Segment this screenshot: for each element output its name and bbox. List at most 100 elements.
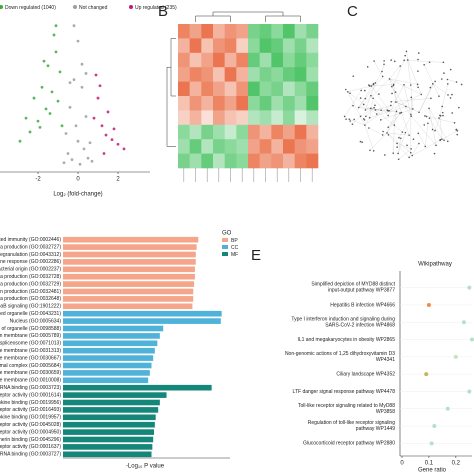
node (368, 116, 371, 119)
bar (63, 370, 150, 376)
point (32, 96, 36, 100)
node (417, 58, 419, 61)
edge (404, 60, 444, 63)
bar (63, 259, 196, 265)
point (52, 33, 56, 37)
node (428, 61, 431, 64)
node (458, 106, 460, 109)
edge (439, 83, 448, 116)
edge (380, 108, 413, 120)
heat-cell (271, 67, 284, 82)
point (78, 162, 82, 166)
edge (418, 133, 426, 147)
heat-cell (271, 38, 284, 54)
edge (389, 78, 422, 95)
heat-cell (201, 96, 214, 111)
y-tick-label: Regulation of toll-like receptor signali… (308, 420, 395, 432)
edge (418, 81, 436, 113)
edge (396, 143, 412, 149)
heat-cell (189, 52, 202, 68)
y-tick-label: Toll-like receptor signaling related to … (298, 403, 395, 415)
heat-cell (201, 24, 214, 39)
heat-cell (213, 96, 225, 111)
y-tick-label: ion of interferon-alpha production (GO:0… (0, 244, 61, 250)
edge (432, 83, 449, 95)
heat-cell (259, 67, 272, 82)
node (442, 114, 444, 117)
point (46, 64, 50, 68)
heat-cell (178, 139, 190, 154)
node (423, 124, 426, 126)
node (434, 129, 436, 132)
node (435, 144, 437, 147)
node (391, 92, 393, 95)
bar (63, 244, 197, 250)
y-tick-label: ergic nucleotide receptor activity (GO:0… (0, 422, 61, 428)
edge (428, 108, 437, 146)
node (424, 145, 427, 148)
y-tick-label: lation of interferon-beta production (GO… (0, 296, 61, 302)
bar (63, 340, 158, 347)
node (406, 59, 409, 61)
node (460, 83, 463, 86)
heat-cell (224, 67, 237, 82)
heat-cell (259, 52, 272, 68)
x-tick-label: 0.2 (452, 461, 461, 467)
heat-cell (248, 67, 260, 82)
heat-cell (213, 124, 225, 140)
node (451, 112, 454, 114)
edge (398, 148, 412, 160)
node (360, 89, 363, 92)
node (418, 111, 420, 114)
edge (395, 101, 420, 113)
label-line: SARS-CoV-2 infection WP4868 (325, 323, 395, 329)
node (359, 140, 362, 143)
heat-cell (189, 124, 202, 140)
edge (393, 84, 397, 103)
y-tick-label: Endosome membrane (GO:0010008) (0, 378, 61, 384)
heat-cell (306, 67, 319, 82)
node (391, 85, 393, 88)
bar (63, 325, 164, 332)
heat-cell (259, 124, 272, 140)
edge (381, 64, 385, 72)
node (349, 92, 351, 95)
node (387, 126, 390, 129)
node (380, 109, 382, 111)
y-tick-label: Ciliary landscape WP4352 (336, 371, 395, 377)
node (384, 154, 386, 156)
edge (388, 134, 410, 158)
edge (371, 85, 390, 111)
node (349, 120, 352, 122)
edge (424, 115, 455, 123)
heat-cell (189, 24, 202, 39)
edge (425, 123, 429, 147)
y-tick-label: Glucocorticoid receptor pathway WP2880 (303, 441, 395, 447)
node (400, 111, 403, 114)
node (387, 134, 390, 136)
edge (439, 115, 442, 140)
heat-cell (224, 81, 237, 97)
bar (63, 407, 159, 413)
heat-cell (306, 124, 319, 140)
node (439, 114, 441, 117)
point (100, 124, 104, 128)
heat-cell (201, 124, 214, 140)
node (372, 97, 374, 100)
node (352, 104, 354, 107)
edge (418, 83, 433, 113)
heat-cell (178, 24, 190, 39)
edge (424, 64, 440, 97)
node (381, 70, 383, 73)
node (369, 107, 372, 110)
node (344, 88, 347, 91)
point (24, 116, 28, 120)
edge (406, 51, 411, 86)
y-tick-label: ion of interferon-beta production (GO:00… (0, 274, 61, 280)
point (112, 127, 116, 131)
x-axis-label: -Log₁₀ P value (126, 464, 165, 470)
node (348, 118, 351, 120)
node (347, 91, 349, 93)
node (357, 106, 360, 109)
